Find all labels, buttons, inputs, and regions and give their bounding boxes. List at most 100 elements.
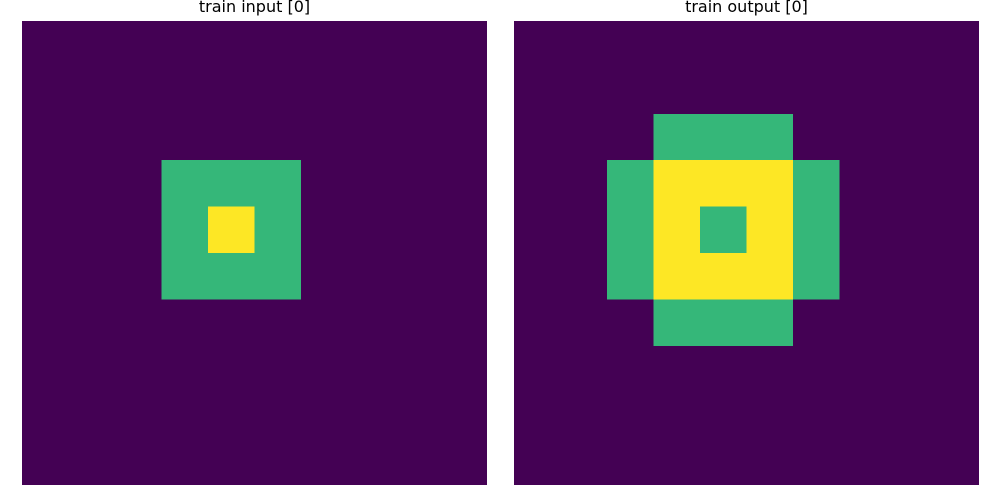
input-cell-r6-c4 <box>208 299 255 346</box>
output-cell-r2-c3 <box>653 113 700 161</box>
input-cell-r5-c4 <box>208 253 255 300</box>
output-cell-r8-c6 <box>793 392 840 439</box>
output-cell-r3-c4 <box>700 160 747 207</box>
input-cell-r6-c6 <box>301 299 348 346</box>
output-cell-r1-c8 <box>886 67 933 114</box>
output-cell-r7-c8 <box>886 345 933 393</box>
input-cell-r3-c7 <box>347 160 394 207</box>
output-cell-r1-c1 <box>560 67 607 114</box>
output-cell-r3-c3 <box>653 160 700 207</box>
input-cell-r7-c8 <box>394 345 441 393</box>
output-cell-r5-c8 <box>886 253 933 300</box>
input-cell-r5-c8 <box>394 253 441 300</box>
output-cell-r9-c6 <box>793 438 840 485</box>
output-cell-r6-c8 <box>886 299 933 346</box>
output-cell-r7-c6 <box>793 345 840 393</box>
output-cell-r0-c5 <box>746 21 793 68</box>
input-cell-r1-c6 <box>301 67 348 114</box>
input-cell-r7-c3 <box>161 345 208 393</box>
output-cell-r6-c7 <box>839 299 886 346</box>
input-cell-r9-c9 <box>440 438 487 485</box>
output-cell-r1-c4 <box>700 67 747 114</box>
input-cell-r9-c0 <box>22 438 69 485</box>
input-cell-r3-c9 <box>440 160 487 207</box>
input-cell-r4-c4 <box>208 206 255 253</box>
input-cell-r6-c2 <box>115 299 162 346</box>
input-cell-r1-c4 <box>208 67 255 114</box>
input-grid <box>22 21 487 485</box>
output-cell-r0-c9 <box>932 21 979 68</box>
output-cell-r1-c2 <box>607 67 654 114</box>
output-cell-r2-c9 <box>932 113 979 161</box>
output-cell-r8-c4 <box>700 392 747 439</box>
output-cell-r7-c3 <box>653 345 700 393</box>
input-cell-r3-c6 <box>301 160 348 207</box>
input-cell-r7-c4 <box>208 345 255 393</box>
output-cell-r9-c5 <box>746 438 793 485</box>
input-cell-r0-c8 <box>394 21 441 68</box>
output-cell-r4-c8 <box>886 206 933 253</box>
input-cell-r7-c7 <box>347 345 394 393</box>
output-cell-r5-c0 <box>514 253 561 300</box>
input-cell-r0-c4 <box>208 21 255 68</box>
input-cell-r9-c1 <box>68 438 115 485</box>
output-cell-r1-c0 <box>514 67 561 114</box>
output-cell-r8-c5 <box>746 392 793 439</box>
output-cell-r2-c6 <box>793 113 840 161</box>
panel-title-output: train output [0] <box>685 0 808 16</box>
input-cell-r2-c7 <box>347 113 394 161</box>
output-cell-r3-c6 <box>793 160 840 207</box>
input-cell-r0-c2 <box>115 21 162 68</box>
input-cell-r3-c4 <box>208 160 255 207</box>
input-cell-r4-c1 <box>68 206 115 253</box>
output-cell-r2-c1 <box>560 113 607 161</box>
input-cell-r7-c9 <box>440 345 487 393</box>
output-cell-r8-c3 <box>653 392 700 439</box>
output-cell-r9-c1 <box>560 438 607 485</box>
panel-title-input: train input [0] <box>198 0 311 16</box>
input-cell-r4-c5 <box>254 206 301 253</box>
output-cell-r9-c4 <box>700 438 747 485</box>
output-cell-r2-c5 <box>746 113 793 161</box>
input-cell-r0-c3 <box>161 21 208 68</box>
output-cell-r7-c9 <box>932 345 979 393</box>
output-cell-r5-c9 <box>932 253 979 300</box>
input-cell-r6-c7 <box>347 299 394 346</box>
input-cell-r1-c1 <box>68 67 115 114</box>
output-cell-r5-c6 <box>793 253 840 300</box>
input-cell-r0-c5 <box>254 21 301 68</box>
output-cell-r4-c9 <box>932 206 979 253</box>
output-cell-r2-c0 <box>514 113 561 161</box>
output-cell-r6-c5 <box>746 299 793 346</box>
output-cell-r6-c2 <box>607 299 654 346</box>
output-cell-r7-c4 <box>700 345 747 393</box>
output-cell-r5-c4 <box>700 253 747 300</box>
input-cell-r1-c9 <box>440 67 487 114</box>
input-cell-r9-c8 <box>394 438 441 485</box>
input-cell-r0-c7 <box>347 21 394 68</box>
output-cell-r9-c8 <box>886 438 933 485</box>
output-cell-r4-c5 <box>746 206 793 253</box>
output-cell-r3-c7 <box>839 160 886 207</box>
input-cell-r6-c8 <box>394 299 441 346</box>
output-cell-r3-c5 <box>746 160 793 207</box>
output-cell-r2-c2 <box>607 113 654 161</box>
output-grid <box>514 21 979 485</box>
input-cell-r8-c7 <box>347 392 394 439</box>
input-cell-r2-c5 <box>254 113 301 161</box>
output-cell-r7-c1 <box>560 345 607 393</box>
output-cell-r8-c7 <box>839 392 886 439</box>
input-cell-r9-c6 <box>301 438 348 485</box>
output-cell-r5-c3 <box>653 253 700 300</box>
input-cell-r1-c2 <box>115 67 162 114</box>
input-cell-r4-c9 <box>440 206 487 253</box>
output-cell-r6-c0 <box>514 299 561 346</box>
output-cell-r4-c7 <box>839 206 886 253</box>
output-cell-r3-c0 <box>514 160 561 207</box>
input-cell-r6-c9 <box>440 299 487 346</box>
input-cell-r6-c0 <box>22 299 69 346</box>
input-cell-r4-c6 <box>301 206 348 253</box>
output-cell-r4-c4 <box>700 206 747 253</box>
input-cell-r0-c6 <box>301 21 348 68</box>
output-cell-r7-c7 <box>839 345 886 393</box>
